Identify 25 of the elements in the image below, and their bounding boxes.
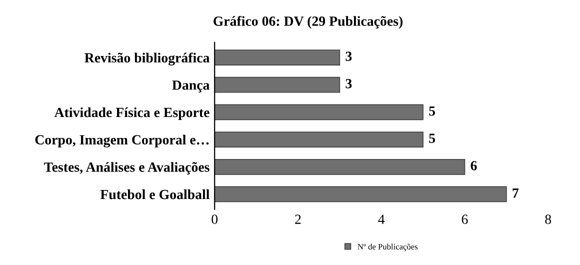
data-label: 3: [346, 79, 352, 88]
y-tick-label: Corpo, Imagem Corporal e…: [35, 134, 209, 148]
y-tick-label: Atividade Física e Esporte: [54, 107, 210, 120]
bar: [214, 104, 424, 120]
data-label: 6: [470, 161, 477, 170]
y-tick-label: Dança: [172, 80, 210, 93]
bar: [214, 186, 507, 202]
x-tick-label: 4: [378, 214, 385, 224]
bar: [214, 50, 340, 66]
data-label: 5: [429, 134, 436, 144]
y-tick-label: Testes, Análises e Avaliações: [44, 162, 210, 175]
data-label: 3: [346, 52, 352, 61]
x-tick-label: 0: [212, 214, 218, 224]
x-tick-label: 2: [295, 214, 301, 224]
legend-label: Nº de Publicações: [358, 244, 418, 252]
bar: [214, 158, 466, 175]
data-label: 7: [512, 188, 519, 198]
bar: [214, 132, 424, 148]
y-tick-label: Futebol e Goalball: [100, 189, 210, 200]
x-tick-label: 8: [545, 214, 552, 224]
data-label: 5: [429, 106, 436, 116]
bar: [214, 76, 340, 93]
y-tick-label: Revisão bibliográfica: [84, 52, 210, 66]
chart-title: Gráfico 06: DV (29 Publicações): [214, 16, 403, 29]
x-tick-label: 6: [462, 214, 468, 224]
